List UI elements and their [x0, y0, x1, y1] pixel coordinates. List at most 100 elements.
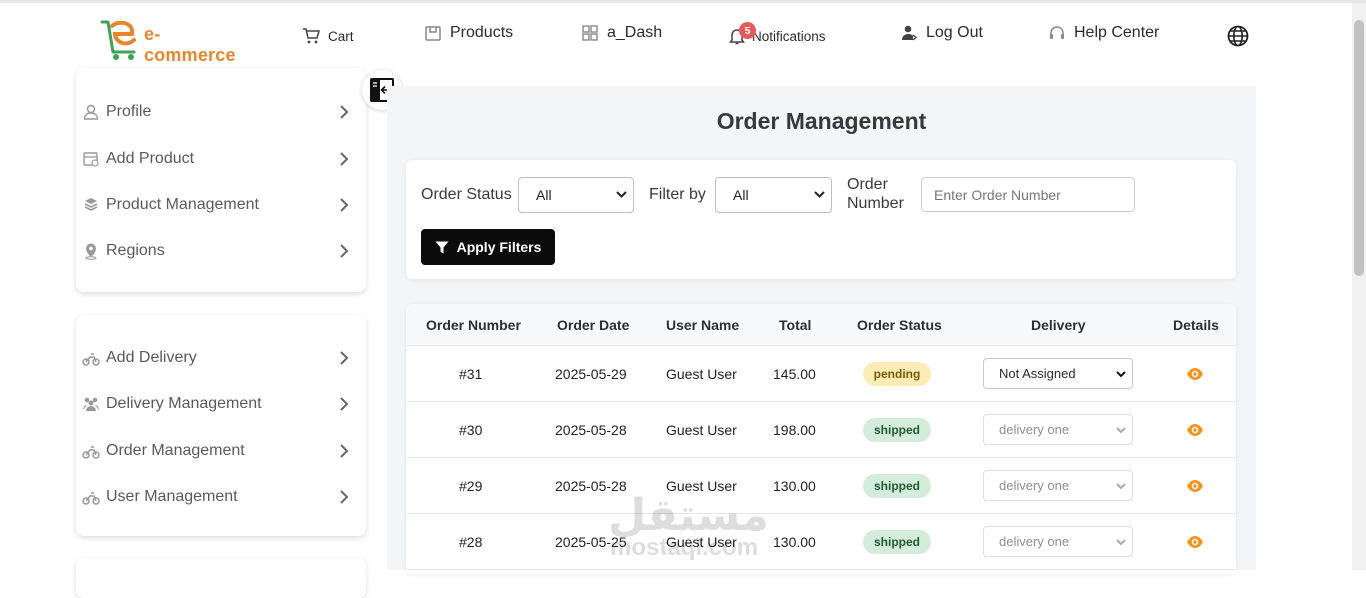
order-status-select[interactable]: All	[518, 177, 634, 213]
sidebar-item-add-product[interactable]: Add Product	[76, 141, 366, 177]
logo[interactable]: e-commerce	[100, 20, 240, 65]
user-name-cell: Guest User	[666, 422, 737, 438]
chevron-right-icon	[340, 444, 349, 458]
browser-top-edge	[0, 0, 1366, 3]
globe-icon[interactable]	[1226, 24, 1250, 48]
status-badge: shipped	[863, 474, 931, 498]
nav-help-label: Help Center	[1074, 24, 1160, 41]
order-date-cell: 2025-05-28	[555, 422, 627, 438]
nav-cart[interactable]: Cart	[302, 24, 354, 48]
sidebar-item-profile[interactable]: Profile	[76, 94, 366, 130]
scrollbar-thumb[interactable]	[1354, 20, 1364, 276]
sidebar-item-add-delivery[interactable]: Add Delivery	[76, 340, 366, 376]
chevron-down-icon	[616, 191, 627, 198]
delivery-select[interactable]: delivery one	[983, 526, 1133, 557]
sidebar-card-products: Profile Add Product Product Management R…	[76, 68, 366, 292]
chevron-right-icon	[340, 397, 349, 411]
user-logout-icon	[902, 25, 918, 41]
nav-notifications[interactable]: 5 Notifications	[728, 22, 826, 48]
chevron-right-icon	[340, 198, 349, 212]
total-cell: 130.00	[773, 534, 816, 550]
notifications-icon-wrap: 5	[728, 22, 756, 45]
headset-icon	[1050, 26, 1064, 39]
order-number-cell: #31	[459, 366, 483, 382]
filter-panel: Order Status All Filter by All Order Num…	[406, 160, 1236, 279]
column-header: Details	[1173, 317, 1219, 333]
eye-icon[interactable]	[1186, 533, 1204, 551]
delivery-select-value: delivery one	[999, 478, 1070, 493]
order-date-cell: 2025-05-29	[555, 366, 627, 382]
page-scrollbar[interactable]	[1352, 3, 1366, 570]
apply-filters-label: Apply Filters	[456, 239, 542, 255]
delivery-bike-icon	[82, 446, 100, 459]
order-number-input[interactable]	[921, 177, 1135, 212]
status-badge: shipped	[863, 530, 931, 554]
filter-funnel-icon	[435, 241, 449, 253]
chevron-down-icon	[1116, 371, 1126, 378]
orders-table: Order Number Order Date User Name Total …	[406, 304, 1236, 574]
chevron-down-icon	[814, 191, 825, 198]
sidebar-item-label: Order Management	[106, 442, 245, 459]
chevron-down-icon	[1116, 483, 1126, 490]
nav-products[interactable]: Products	[424, 21, 513, 45]
sidebar-item-order-management[interactable]: Order Management	[76, 433, 366, 469]
user-icon	[83, 104, 99, 120]
chevron-right-icon	[340, 244, 349, 258]
column-header: Delivery	[1031, 317, 1086, 333]
order-date-cell: 2025-05-25	[555, 534, 627, 550]
delivery-select[interactable]: Not Assigned	[983, 358, 1133, 389]
chevron-right-icon	[340, 490, 349, 504]
filter-by-value: All	[733, 187, 749, 203]
people-group-icon	[83, 397, 99, 411]
chevron-right-icon	[340, 351, 349, 365]
user-name-cell: Guest User	[666, 478, 737, 494]
eye-icon[interactable]	[1186, 477, 1204, 495]
table-row: #28 2025-05-25 Guest User 130.00 shipped…	[406, 514, 1236, 570]
delivery-bike-icon	[82, 353, 100, 366]
sidebar-item-product-management[interactable]: Product Management	[76, 187, 366, 223]
sidebar-item-label: User Management	[106, 488, 238, 505]
chevron-down-icon	[1116, 539, 1126, 546]
notifications-badge: 5	[739, 22, 756, 39]
table-row: #29 2025-05-28 Guest User 130.00 shipped…	[406, 458, 1236, 514]
eye-icon[interactable]	[1186, 365, 1204, 383]
nav-logout[interactable]: Log Out	[900, 21, 983, 45]
sidebar-item-delivery-management[interactable]: Delivery Management	[76, 386, 366, 422]
eye-icon[interactable]	[1186, 421, 1204, 439]
top-navbar: e-commerce Cart Products a_Dash 5 Notifi…	[0, 3, 1366, 65]
nav-dash-label: a_Dash	[607, 24, 663, 41]
total-cell: 130.00	[773, 478, 816, 494]
column-header: Order Number	[426, 317, 521, 333]
table-header: Order Number Order Date User Name Total …	[406, 304, 1236, 346]
nav-help-center[interactable]: Help Center	[1048, 21, 1159, 45]
column-header: Order Date	[557, 317, 630, 333]
user-name-cell: Guest User	[666, 366, 737, 382]
column-header: Total	[779, 317, 812, 333]
sidebar-item-label: Add Delivery	[106, 349, 197, 366]
total-cell: 145.00	[773, 366, 816, 382]
filter-by-select[interactable]: All	[715, 177, 832, 213]
sidebar-item-label: Delivery Management	[106, 395, 262, 412]
box-icon	[425, 26, 441, 41]
delivery-select[interactable]: delivery one	[983, 414, 1133, 445]
nav-notifications-label: Notifications	[752, 28, 826, 44]
apply-filters-button[interactable]: Apply Filters	[421, 229, 555, 265]
sidebar-item-user-management[interactable]: User Management	[76, 479, 366, 515]
map-pin-icon	[85, 243, 97, 260]
table-row: #30 2025-05-28 Guest User 198.00 shipped…	[406, 402, 1236, 458]
sidebar-item-label: Add Product	[106, 150, 195, 167]
delivery-bike-icon	[82, 492, 100, 505]
sidebar-toggle-button[interactable]	[362, 70, 402, 110]
order-number-label-line2: Number	[847, 195, 904, 212]
nav-cart-label: Cart	[328, 28, 354, 44]
sidebar-item-label: Product Management	[106, 196, 259, 213]
chevron-down-icon	[1116, 427, 1126, 434]
cart-logo-icon	[100, 20, 136, 60]
boxes-stack-icon	[84, 198, 98, 211]
status-badge: pending	[863, 362, 931, 386]
sidebar-card-more	[76, 558, 366, 598]
sidebar-item-regions[interactable]: Regions	[76, 233, 366, 269]
order-date-cell: 2025-05-28	[555, 478, 627, 494]
delivery-select[interactable]: delivery one	[983, 470, 1133, 501]
nav-dash[interactable]: a_Dash	[581, 21, 662, 45]
